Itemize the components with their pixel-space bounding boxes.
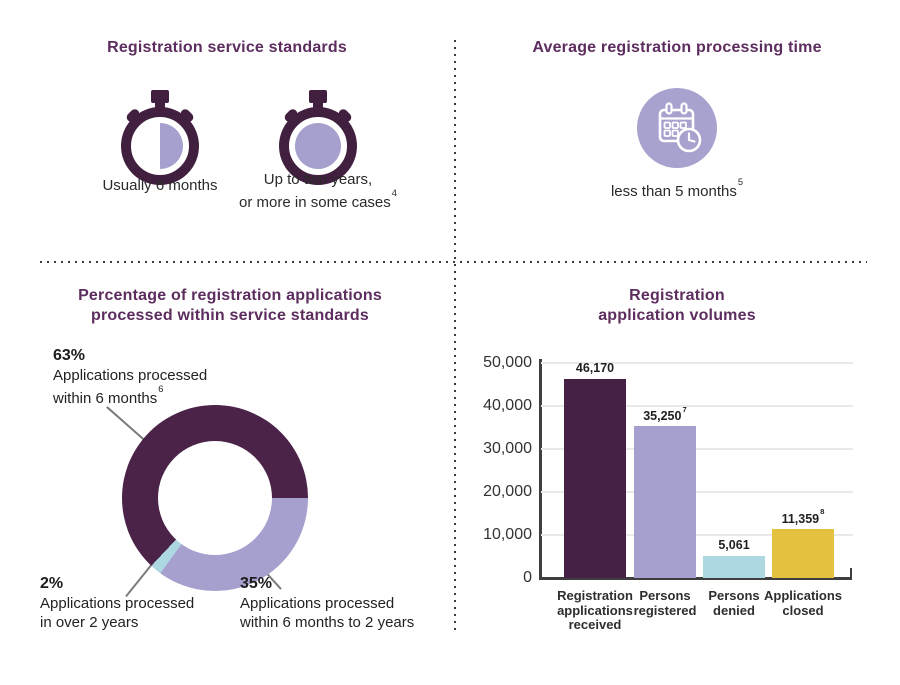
stopwatch-full-label-line2: or more in some cases bbox=[239, 194, 391, 211]
footnote-8: 8 bbox=[820, 507, 825, 517]
bar-chart-title: Registration application volumes bbox=[454, 286, 900, 326]
y-tick-label: 40,000 bbox=[483, 396, 532, 414]
footnote-5: 5 bbox=[737, 177, 744, 188]
bar-category-label: Registration applications received bbox=[557, 588, 633, 632]
y-tick-label: 20,000 bbox=[483, 482, 532, 500]
stopwatch-full-label-line1: Up to two years, bbox=[263, 171, 373, 188]
donut-callout-2-line2: in over 2 years bbox=[40, 614, 139, 631]
bar bbox=[703, 556, 765, 578]
gridline bbox=[541, 534, 853, 536]
donut-callout-2-pct: 2% bbox=[40, 575, 64, 592]
y-tick-label: 50,000 bbox=[483, 353, 532, 371]
footnote-4: 4 bbox=[391, 188, 397, 199]
bar-value-label: 11,3598 bbox=[781, 507, 825, 527]
stopwatch-half-icon bbox=[121, 90, 199, 185]
donut-callout-63-line2-text: within 6 months bbox=[53, 390, 158, 407]
bar-value-label: 46,170 bbox=[575, 361, 615, 376]
gridline bbox=[541, 448, 853, 450]
donut-callout-35-line2: within 6 months to 2 years bbox=[240, 614, 415, 631]
bar bbox=[772, 529, 834, 578]
calendar-clock-icon bbox=[637, 88, 717, 168]
dotted-divider-horizontal bbox=[40, 261, 867, 263]
bar-category-label: Applications closed bbox=[763, 588, 842, 618]
donut-callout-2-line1: Applications processed bbox=[40, 595, 195, 612]
donut-title-line1: Percentage of registration applications bbox=[78, 287, 382, 304]
gridline bbox=[541, 491, 853, 493]
stopwatch-half-label: Usually 6 months bbox=[102, 177, 218, 194]
donut-callout-35-pct: 35% bbox=[240, 575, 273, 592]
bar-value-label: 35,2507 bbox=[643, 404, 687, 424]
donut-chart-hole bbox=[158, 441, 272, 555]
standards-title: Registration service standards bbox=[107, 39, 347, 56]
footnote-6: 6 bbox=[158, 384, 164, 395]
donut-callout-63: 63% Applications processed within 6 mont… bbox=[53, 346, 207, 408]
donut-chart-title: Percentage of registration applications … bbox=[10, 286, 450, 326]
donut-callout-35-line1: Applications processed bbox=[240, 595, 395, 612]
donut-callout-63-pct: 63% bbox=[53, 347, 86, 364]
donut-callout-63-line1: Applications processed bbox=[53, 367, 208, 384]
bar-category-label: Persons denied bbox=[708, 588, 760, 618]
bar-title-line1: Registration bbox=[629, 287, 725, 304]
processing-label: less than 5 months5 bbox=[577, 177, 777, 201]
donut-callout-35: 35% Applications processed within 6 mont… bbox=[240, 574, 414, 632]
bar-chart-x-axis bbox=[539, 577, 852, 580]
bar bbox=[634, 426, 696, 578]
bar-chart-y-axis bbox=[539, 359, 542, 579]
bar-category-label: Persons registered bbox=[633, 588, 697, 618]
donut-callout-63-line2: within 6 months6 bbox=[53, 384, 207, 408]
y-tick-label: 0 bbox=[523, 568, 532, 586]
bar-title-line2: application volumes bbox=[598, 307, 756, 324]
processing-title: Average registration processing time bbox=[532, 39, 822, 56]
stopwatch-full-label: Up to two years, or more in some cases4 bbox=[223, 170, 413, 212]
dotted-divider-vertical bbox=[454, 40, 456, 633]
bar-value-label: 5,061 bbox=[718, 538, 750, 553]
stopwatch-full-icon bbox=[279, 90, 357, 185]
y-tick-label: 30,000 bbox=[483, 439, 532, 457]
gridline bbox=[541, 405, 853, 407]
bar bbox=[564, 379, 626, 578]
bar-chart-x-axis-end-tick bbox=[850, 568, 852, 578]
donut-title-line2: processed within service standards bbox=[90, 307, 370, 324]
processing-label-text: less than 5 months bbox=[610, 183, 737, 200]
donut-callout-2: 2% Applications processed in over 2 year… bbox=[40, 574, 194, 632]
footnote-7: 7 bbox=[682, 404, 687, 414]
y-tick-label: 10,000 bbox=[483, 525, 532, 543]
gridline bbox=[541, 362, 853, 364]
